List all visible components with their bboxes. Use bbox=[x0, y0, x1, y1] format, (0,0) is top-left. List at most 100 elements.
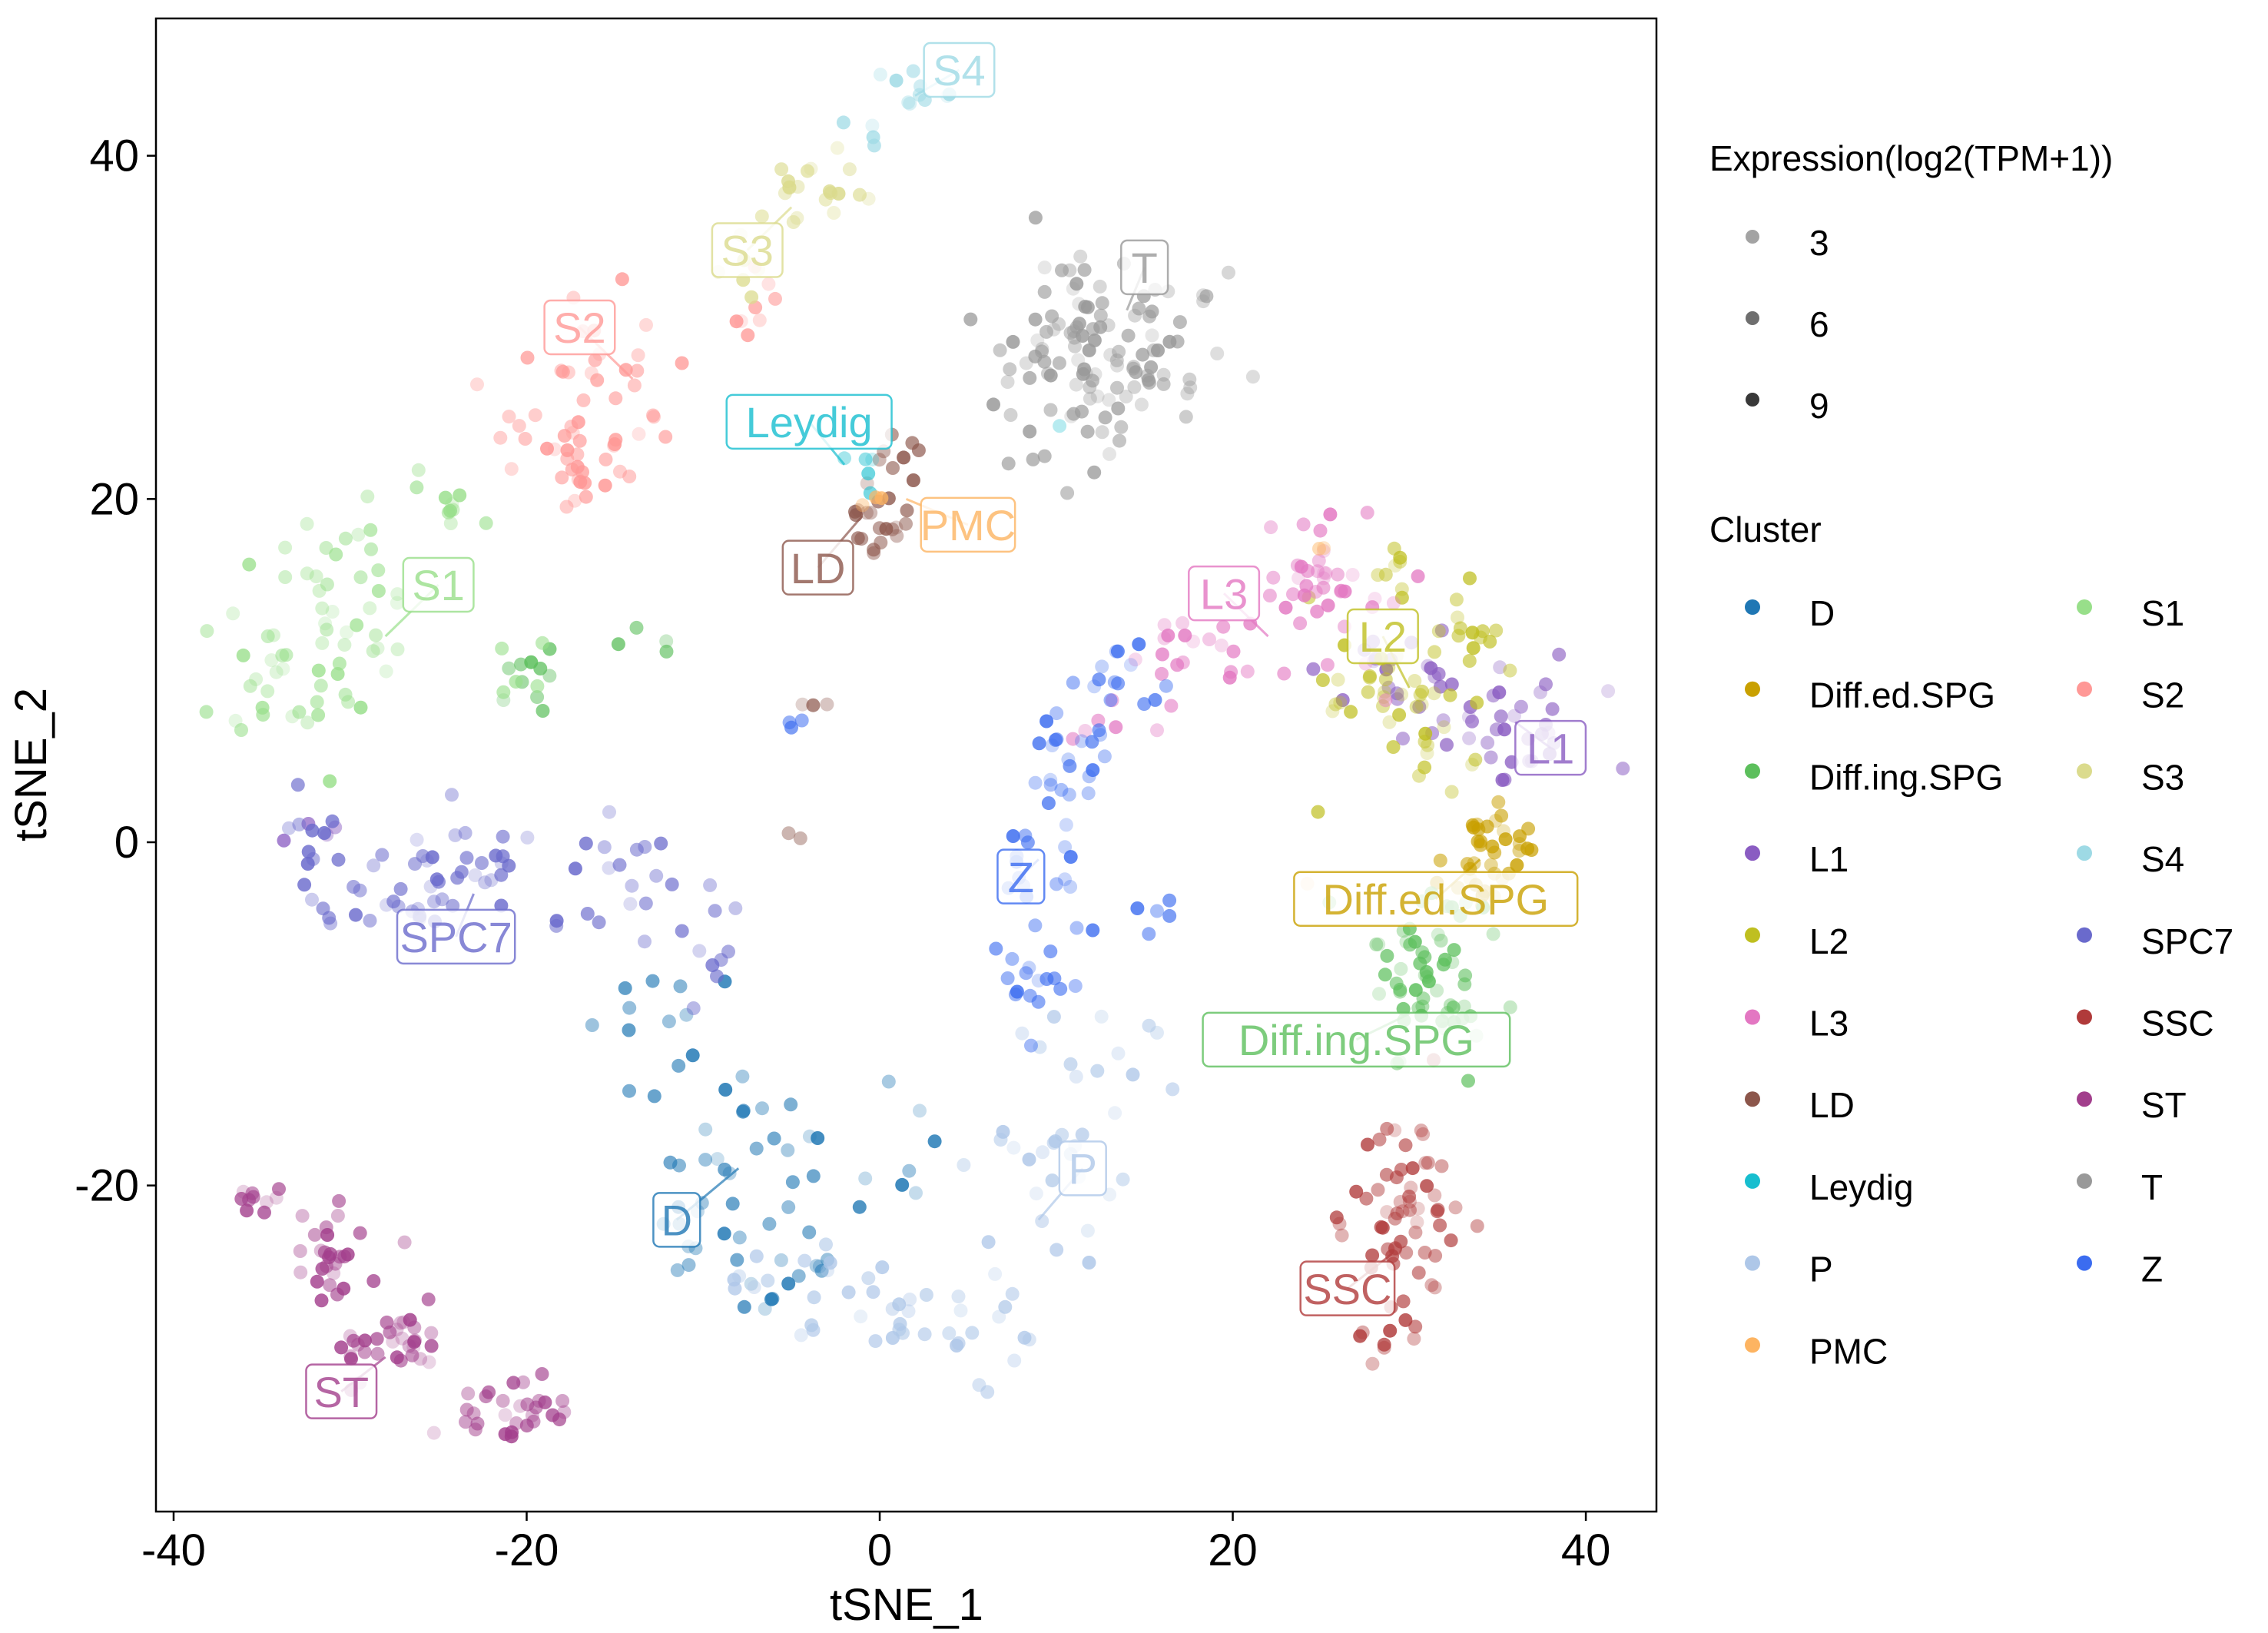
scatter-point bbox=[778, 186, 792, 201]
scatter-point bbox=[1379, 662, 1394, 677]
scatter-point bbox=[812, 1259, 827, 1273]
scatter-point bbox=[725, 1197, 740, 1211]
scatter-point bbox=[364, 542, 378, 556]
scatter-point bbox=[872, 453, 887, 467]
scatter-point bbox=[1111, 1046, 1126, 1060]
scatter-point bbox=[1331, 672, 1345, 687]
scatter-point bbox=[350, 618, 364, 632]
scatter-point bbox=[568, 861, 582, 876]
scatter-point bbox=[264, 653, 279, 668]
scatter-point bbox=[496, 1393, 510, 1408]
scatter-point bbox=[366, 1274, 381, 1288]
scatter-point bbox=[673, 979, 688, 994]
scatter-point bbox=[1380, 1205, 1394, 1220]
scatter-point bbox=[536, 704, 550, 718]
scatter-point bbox=[1380, 948, 1394, 963]
scatter-point bbox=[781, 1276, 796, 1291]
scatter-point bbox=[806, 1169, 821, 1183]
scatter-point bbox=[453, 488, 467, 503]
scatter-point bbox=[986, 397, 1000, 412]
cluster-points-ST bbox=[234, 1182, 572, 1444]
scatter-point bbox=[1434, 1159, 1449, 1173]
scatter-point bbox=[200, 624, 214, 639]
scatter-point bbox=[836, 115, 850, 130]
scatter-point bbox=[632, 427, 646, 441]
scatter-point bbox=[323, 916, 338, 931]
scatter-point bbox=[309, 569, 323, 583]
cluster-points-S4 bbox=[836, 64, 957, 153]
scatter-point bbox=[782, 180, 797, 194]
scatter-point bbox=[509, 675, 523, 689]
scatter-point bbox=[1486, 927, 1500, 941]
scatter-point bbox=[953, 1303, 968, 1318]
scatter-point bbox=[470, 377, 484, 392]
scatter-point bbox=[555, 364, 570, 379]
scatter-point bbox=[1444, 1233, 1458, 1248]
scatter-point bbox=[1497, 722, 1512, 737]
scatter-point bbox=[734, 314, 748, 328]
scatter-point bbox=[1162, 893, 1177, 908]
color-legend-title: Cluster bbox=[1709, 509, 1822, 549]
scatter-point bbox=[1032, 736, 1046, 751]
scatter-point bbox=[1043, 368, 1058, 383]
scatter-point bbox=[1411, 1201, 1425, 1216]
scatter-point bbox=[234, 723, 248, 737]
color-legend-label: T bbox=[2141, 1167, 2163, 1207]
scatter-point bbox=[1392, 708, 1407, 722]
scatter-point bbox=[1068, 339, 1082, 353]
scatter-point bbox=[659, 644, 674, 659]
scatter-point bbox=[1064, 409, 1079, 423]
scatter-point bbox=[913, 1104, 927, 1118]
scatter-point bbox=[1105, 693, 1119, 708]
label-text: SPC7 bbox=[400, 913, 512, 961]
scatter-point bbox=[1512, 844, 1527, 858]
scatter-point bbox=[744, 1276, 758, 1291]
scatter-point bbox=[785, 1175, 800, 1190]
scatter-point bbox=[698, 1153, 713, 1167]
scatter-point bbox=[1433, 853, 1447, 868]
scatter-point bbox=[842, 162, 857, 177]
scatter-point bbox=[293, 1244, 307, 1258]
scatter-point bbox=[1022, 1333, 1036, 1347]
scatter-point bbox=[1444, 677, 1459, 692]
scatter-point bbox=[850, 531, 865, 546]
scatter-point bbox=[1390, 1206, 1404, 1220]
x-tick-label: -20 bbox=[495, 1525, 559, 1575]
scatter-point bbox=[1041, 796, 1056, 811]
scatter-point bbox=[1413, 688, 1427, 702]
scatter-point bbox=[631, 348, 645, 363]
scatter-point bbox=[260, 684, 275, 699]
scatter-point bbox=[1449, 592, 1464, 607]
scatter-point bbox=[1365, 1248, 1380, 1263]
scatter-point bbox=[1161, 628, 1175, 642]
cluster-label-Diff.ing.SPG: Diff.ing.SPG bbox=[1202, 1011, 1511, 1068]
scatter-point bbox=[1112, 433, 1126, 448]
scatter-point bbox=[1066, 732, 1080, 746]
scatter-point bbox=[572, 433, 587, 448]
scatter-point bbox=[370, 641, 385, 656]
scatter-point bbox=[311, 708, 326, 722]
scatter-point bbox=[1023, 370, 1037, 385]
scatter-point bbox=[802, 1225, 817, 1240]
scatter-point bbox=[371, 584, 386, 598]
scatter-point bbox=[692, 944, 707, 958]
cluster-label-P: P bbox=[1037, 1140, 1107, 1221]
scatter-point bbox=[1028, 918, 1043, 933]
scatter-point bbox=[807, 1290, 821, 1305]
scatter-point bbox=[277, 833, 291, 848]
label-text: D bbox=[662, 1196, 692, 1244]
scatter-point bbox=[646, 408, 660, 423]
scatter-point bbox=[802, 1129, 817, 1143]
scatter-point bbox=[1062, 788, 1076, 802]
scatter-point bbox=[1080, 300, 1095, 314]
scatter-point bbox=[590, 373, 605, 387]
scatter-point bbox=[276, 662, 290, 676]
scatter-point bbox=[1465, 818, 1480, 832]
scatter-point bbox=[1443, 688, 1457, 702]
scatter-point bbox=[1316, 544, 1331, 558]
scatter-point bbox=[1408, 1319, 1423, 1334]
scatter-point bbox=[351, 527, 366, 542]
scatter-point bbox=[344, 1352, 358, 1366]
scatter-point bbox=[1293, 616, 1308, 631]
scatter-point bbox=[820, 697, 834, 712]
